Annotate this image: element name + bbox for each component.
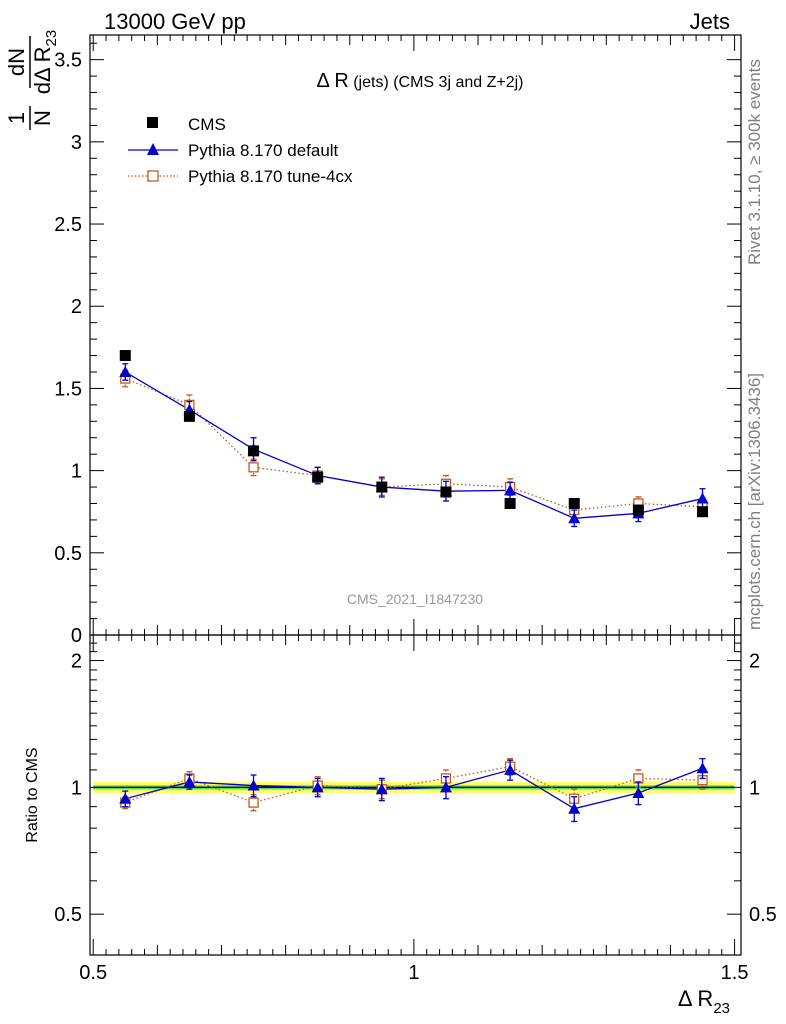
x-tick-label: 0.5 <box>79 962 107 984</box>
default-point <box>696 492 709 504</box>
default-point <box>568 512 581 524</box>
tune-point <box>248 462 259 473</box>
main-title-symbol: Δ R <box>317 70 349 92</box>
ratio-tune-point <box>248 797 259 808</box>
cms-point <box>119 350 131 362</box>
ratio-default-point <box>311 781 324 793</box>
ratio-default-point <box>568 802 581 814</box>
default-point <box>119 365 132 377</box>
legend-marker-cms <box>147 117 158 128</box>
ratio-default-point <box>696 762 709 774</box>
x-axis-label: Δ R23 <box>678 986 730 1017</box>
ratio-default-point <box>119 792 132 804</box>
series-line-tune <box>125 377 703 511</box>
ratio-panel-frame <box>89 634 742 956</box>
ratio-line-tune <box>125 765 703 804</box>
legend-label-cms: CMS <box>188 115 226 134</box>
ratio-default-point <box>183 775 196 787</box>
ratio-default-point <box>504 763 517 775</box>
default-point <box>504 484 517 496</box>
ratio-y-tick-label: 1 <box>71 777 82 799</box>
main-y-tick-label: 0 <box>71 625 82 647</box>
analysis-watermark: CMS_2021_I1847230 <box>347 591 483 607</box>
legend-label-default: Pythia 8.170 default <box>188 141 339 160</box>
cms-point <box>697 506 709 518</box>
cms-point <box>312 471 324 483</box>
ratio-default-point <box>375 783 388 795</box>
legend-label-tune: Pythia 8.170 tune-4cx <box>188 167 353 186</box>
ratio-y-tick-label-right: 1 <box>749 777 760 799</box>
main-y-tick-label: 3 <box>71 132 82 154</box>
x-tick-label: 1 <box>408 962 419 984</box>
ratio-default-point <box>632 786 645 798</box>
ratio-y-tick-label: 0.5 <box>54 904 82 926</box>
ratio-y-tick-label: 2 <box>71 651 82 673</box>
legend-marker-default <box>147 143 159 155</box>
ratio-default-point <box>247 779 260 791</box>
cms-point <box>183 410 195 422</box>
main-y-tick-label: 2.5 <box>54 214 82 236</box>
main-title-suffix: (jets) (CMS 3j and Z+2j) <box>349 74 524 91</box>
svg-text:1: 1 <box>4 112 29 124</box>
ratio-default-point <box>439 781 452 793</box>
main-y-tick-label: 2 <box>71 296 82 318</box>
cms-point <box>632 504 644 516</box>
cms-point <box>376 481 388 493</box>
process-label: 13000 GeV pp <box>104 9 246 34</box>
main-y-tick-label: 3.5 <box>54 50 82 72</box>
cms-point <box>440 486 452 498</box>
ratio-y-axis-label: Ratio to CMS <box>24 747 41 842</box>
main-title: Δ R (jets) (CMS 3j and Z+2j) <box>317 70 524 92</box>
svg-text:Δ R (jets) (CMS 3j and Z+2j): Δ R (jets) (CMS 3j and Z+2j) <box>317 70 524 92</box>
cms-point <box>568 497 580 509</box>
main-y-axis-label: 1 N dN dΔ R23 <box>4 30 60 130</box>
main-y-tick-label: 1 <box>71 461 82 483</box>
cms-point <box>504 497 516 509</box>
svg-text:dN: dN <box>4 48 29 76</box>
series-line-default <box>124 371 703 519</box>
main-y-tick-label: 1.5 <box>54 378 82 400</box>
cms-point <box>248 445 260 457</box>
legend-marker-tune <box>147 170 159 182</box>
x-tick-label: 1.5 <box>721 962 749 984</box>
chart-marks: 0 0.5 1 1.5 2 2.5 3 3.5 0.5 1 1.5 0.5 0.5 1 1 2 2 <box>54 35 777 984</box>
ratio-y-tick-label-right: 0.5 <box>749 904 777 926</box>
ratio-y-tick-label-right: 2 <box>749 651 760 673</box>
legend: CMS Pythia 8.170 default Pythia 8.170 tu… <box>128 115 353 186</box>
observable-label: Jets <box>689 9 730 34</box>
ratio-line-default <box>125 767 703 810</box>
main-y-tick-label: 0.5 <box>54 543 82 565</box>
svg-text:N: N <box>30 110 55 126</box>
